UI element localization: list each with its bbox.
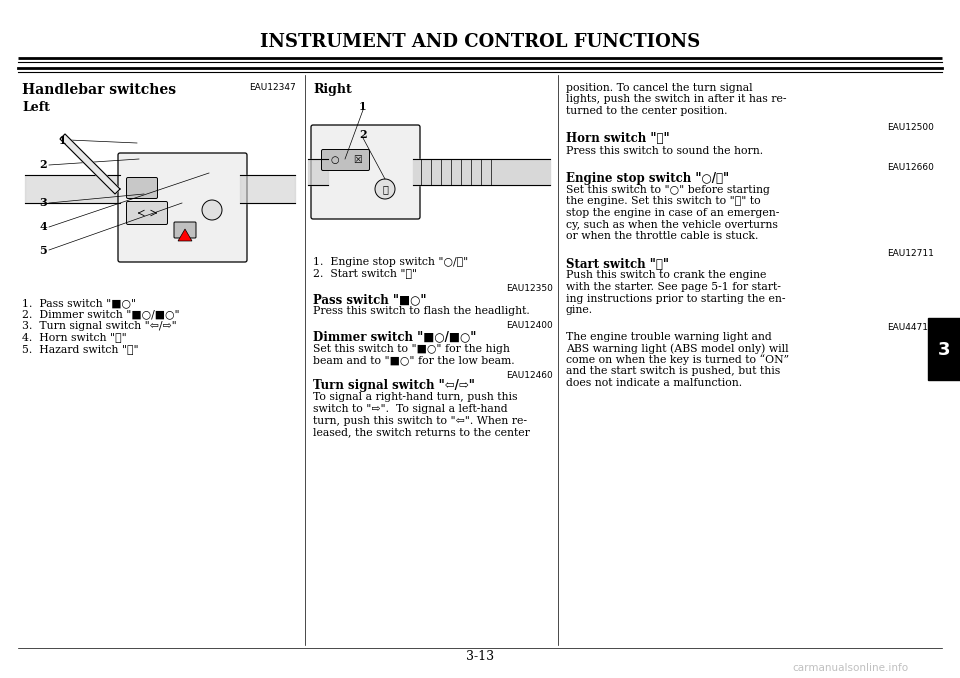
Text: switch to "⇨".  To signal a left-hand: switch to "⇨". To signal a left-hand — [313, 404, 508, 414]
Text: stop the engine in case of an emergen-: stop the engine in case of an emergen- — [566, 208, 780, 218]
Text: 3: 3 — [39, 197, 47, 209]
Text: 4.  Horn switch "⌞": 4. Horn switch "⌞" — [22, 332, 127, 342]
Text: Start switch "⒪": Start switch "⒪" — [566, 258, 669, 271]
Text: 3.  Turn signal switch "⇦/⇨": 3. Turn signal switch "⇦/⇨" — [22, 321, 177, 331]
Text: 2.  Start switch "⒪": 2. Start switch "⒪" — [313, 268, 418, 279]
Text: lights, push the switch in after it has re-: lights, push the switch in after it has … — [566, 94, 786, 104]
Text: Turn signal switch "⇦/⇨": Turn signal switch "⇦/⇨" — [313, 380, 475, 393]
FancyBboxPatch shape — [322, 150, 370, 170]
Text: Right: Right — [313, 83, 351, 96]
Text: EAU12460: EAU12460 — [506, 370, 553, 380]
Text: EAU12350: EAU12350 — [506, 284, 553, 293]
Text: EAU12711: EAU12711 — [887, 249, 934, 258]
Text: 2: 2 — [39, 159, 47, 170]
Text: cy, such as when the vehicle overturns: cy, such as when the vehicle overturns — [566, 220, 778, 229]
Text: Set this switch to "■○" for the high: Set this switch to "■○" for the high — [313, 344, 510, 353]
Text: 1: 1 — [359, 102, 367, 113]
Circle shape — [375, 179, 395, 199]
Text: Engine stop switch "○/☒": Engine stop switch "○/☒" — [566, 172, 730, 185]
Text: and the start switch is pushed, but this: and the start switch is pushed, but this — [566, 366, 780, 376]
Text: ☒: ☒ — [353, 155, 362, 165]
FancyBboxPatch shape — [311, 125, 420, 219]
Text: EAU12500: EAU12500 — [887, 123, 934, 132]
Text: EAU44710: EAU44710 — [887, 323, 934, 332]
Text: Press this switch to sound the horn.: Press this switch to sound the horn. — [566, 146, 763, 155]
Text: ABS warning light (ABS model only) will: ABS warning light (ABS model only) will — [566, 343, 788, 353]
Text: leased, the switch returns to the center: leased, the switch returns to the center — [313, 427, 530, 437]
Text: 4: 4 — [39, 222, 47, 233]
Circle shape — [202, 200, 222, 220]
Text: Dimmer switch "■○/■○": Dimmer switch "■○/■○" — [313, 330, 476, 344]
Text: the engine. Set this switch to "☒" to: the engine. Set this switch to "☒" to — [566, 197, 760, 207]
Text: does not indicate a malfunction.: does not indicate a malfunction. — [566, 378, 742, 388]
Text: ○: ○ — [331, 155, 339, 165]
Text: Handlebar switches: Handlebar switches — [22, 83, 176, 97]
Text: Set this switch to "○" before starting: Set this switch to "○" before starting — [566, 185, 770, 195]
FancyBboxPatch shape — [174, 222, 196, 238]
Text: beam and to "■○" for the low beam.: beam and to "■○" for the low beam. — [313, 355, 515, 365]
FancyBboxPatch shape — [118, 153, 247, 262]
Text: 1: 1 — [60, 134, 67, 146]
Text: 2: 2 — [359, 129, 367, 140]
Text: 2.  Dimmer switch "■○/■○": 2. Dimmer switch "■○/■○" — [22, 309, 180, 319]
Text: carmanualsonline.info: carmanualsonline.info — [792, 663, 908, 673]
Polygon shape — [60, 134, 120, 194]
Text: EAU12660: EAU12660 — [887, 163, 934, 172]
Text: INSTRUMENT AND CONTROL FUNCTIONS: INSTRUMENT AND CONTROL FUNCTIONS — [260, 33, 700, 51]
Text: or when the throttle cable is stuck.: or when the throttle cable is stuck. — [566, 231, 758, 241]
FancyBboxPatch shape — [127, 201, 167, 224]
Text: 1.  Engine stop switch "○/☒": 1. Engine stop switch "○/☒" — [313, 257, 468, 267]
Polygon shape — [178, 229, 192, 241]
Text: position. To cancel the turn signal: position. To cancel the turn signal — [566, 83, 753, 93]
Text: 1.  Pass switch "■○": 1. Pass switch "■○" — [22, 298, 136, 308]
Text: Press this switch to flash the headlight.: Press this switch to flash the headlight… — [313, 306, 530, 316]
Text: 5: 5 — [39, 245, 47, 256]
Text: Push this switch to crank the engine: Push this switch to crank the engine — [566, 271, 766, 281]
Text: turned to the center position.: turned to the center position. — [566, 106, 728, 116]
Bar — [928, 318, 960, 380]
Text: 3: 3 — [938, 341, 950, 359]
Text: The engine trouble warning light and: The engine trouble warning light and — [566, 332, 772, 342]
Text: EAU12347: EAU12347 — [250, 83, 296, 92]
Text: with the starter. See page 5-1 for start-: with the starter. See page 5-1 for start… — [566, 282, 780, 292]
Text: 3-13: 3-13 — [466, 650, 494, 664]
Text: gine.: gine. — [566, 305, 593, 315]
Text: ⒪: ⒪ — [382, 184, 388, 194]
FancyBboxPatch shape — [127, 178, 157, 199]
Text: ing instructions prior to starting the en-: ing instructions prior to starting the e… — [566, 294, 785, 304]
Text: Horn switch "⌞": Horn switch "⌞" — [566, 132, 670, 146]
Text: turn, push this switch to "⇦". When re-: turn, push this switch to "⇦". When re- — [313, 416, 527, 426]
Text: Left: Left — [22, 101, 50, 114]
Text: come on when the key is turned to “ON”: come on when the key is turned to “ON” — [566, 355, 789, 365]
Text: Pass switch "■○": Pass switch "■○" — [313, 293, 426, 306]
Text: To signal a right-hand turn, push this: To signal a right-hand turn, push this — [313, 393, 517, 403]
Text: 5.  Hazard switch "⚠": 5. Hazard switch "⚠" — [22, 344, 138, 354]
Text: EAU12400: EAU12400 — [506, 321, 553, 330]
